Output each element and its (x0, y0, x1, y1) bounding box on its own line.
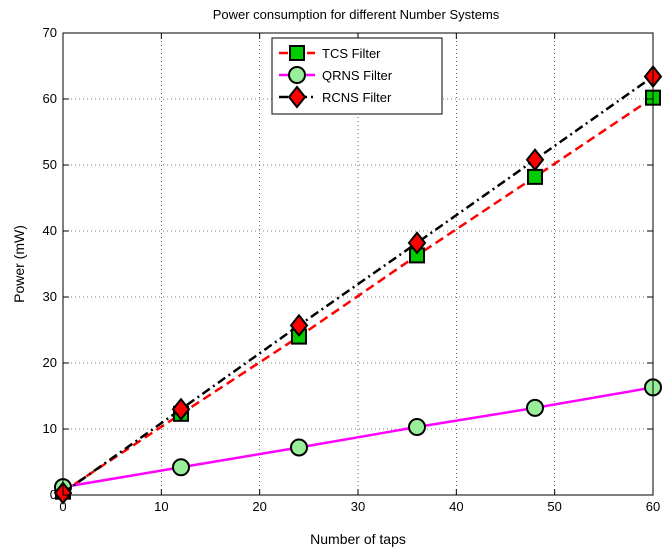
x-tick-label: 10 (154, 499, 168, 514)
legend-marker (288, 66, 306, 84)
data-point (527, 168, 543, 185)
chart-title: Power consumption for different Number S… (213, 7, 500, 22)
x-tick-label: 50 (547, 499, 561, 514)
y-tick-label: 50 (43, 157, 57, 172)
y-tick-label: 20 (43, 355, 57, 370)
legend-marker (289, 45, 305, 61)
legend-label: TCS Filter (322, 46, 381, 61)
x-tick-label: 60 (646, 499, 660, 514)
legend-marker (287, 85, 307, 109)
y-axis-label: Power (mW) (11, 225, 27, 303)
x-tick-label: 40 (449, 499, 463, 514)
data-point (526, 398, 544, 417)
y-tick-label: 30 (43, 289, 57, 304)
legend-label: RCNS Filter (322, 90, 392, 105)
data-point (407, 231, 427, 255)
x-tick-label: 20 (252, 499, 266, 514)
legend: TCS Filter QRNS Filter RCNS Filter (271, 37, 443, 115)
x-axis-label: Number of taps (310, 531, 406, 547)
x-tick-label: 30 (351, 499, 365, 514)
ticks: 0 10 20 30 40 50 60 0 10 20 30 40 50 60 70 (43, 25, 661, 514)
series-line (62, 386, 654, 489)
data-point (289, 313, 309, 337)
data-point (525, 148, 545, 172)
y-tick-label: 40 (43, 223, 57, 238)
data-point (290, 438, 308, 457)
x-tick-label: 0 (59, 499, 66, 514)
y-tick-label: 70 (43, 25, 57, 40)
y-tick-label: 0 (50, 487, 57, 502)
data-point (172, 458, 190, 477)
series-1 (54, 378, 662, 497)
series-line (62, 96, 654, 493)
series-line (62, 75, 654, 495)
y-tick-label: 10 (43, 421, 57, 436)
data-point (171, 397, 191, 421)
series-layer (53, 64, 662, 505)
legend-label: QRNS Filter (322, 68, 393, 83)
y-tick-label: 60 (43, 91, 57, 106)
data-point (408, 418, 426, 437)
